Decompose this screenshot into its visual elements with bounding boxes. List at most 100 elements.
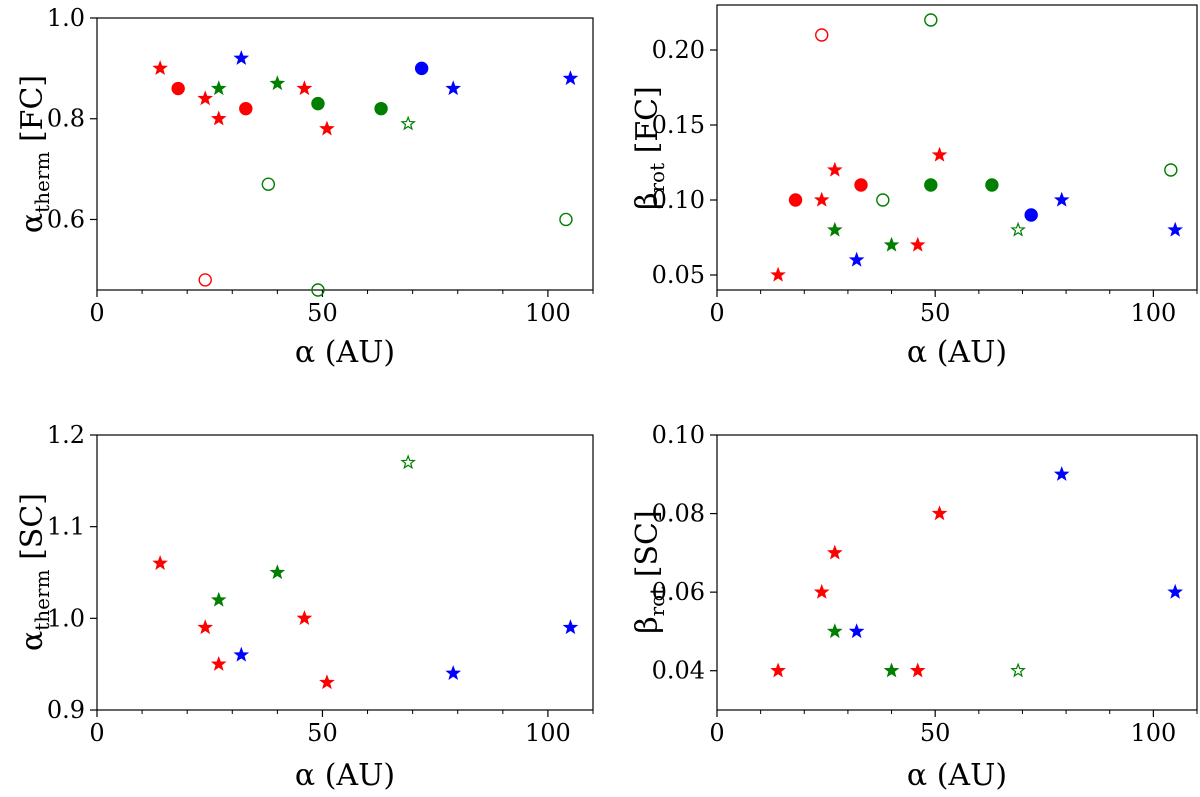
data-point-star-red [931,146,948,162]
x-axis-label: α (AU) [295,335,395,370]
scatter-panel-2: 0 50 100 0.05 0.10 0.15 0.20 α (AU) βrot [FC] [630,4,1198,370]
scatter-panel-1: 0 50 100 0.6 0.8 1.0 α (AU) αtherm [FC] [15,4,594,370]
y-axis-label-subscript: therm [30,569,54,630]
data-point-star-blue [1167,221,1183,237]
data-point-star-blue [1053,466,1070,481]
data-point-star-blue [445,80,462,96]
y-tick-label: 0.05 [652,261,705,289]
data-point-star-red [210,110,227,126]
x-tick-label: 50 [307,719,338,747]
y-axis-label-unit: [SC] [630,510,665,586]
x-tick-label: 50 [920,719,951,747]
data-point-star-blue [233,50,250,65]
y-tick-label: 0.8 [47,105,85,133]
scatter-panel-4: 0 50 100 0.04 0.06 0.08 0.10 α (AU) βrot [SC] [630,421,1198,793]
x-tick-label: 100 [1130,719,1176,747]
data-point-circle-blue [414,61,429,76]
data-point-star-red [827,161,843,177]
data-point-star-blue [1053,191,1070,207]
x-tick-label: 100 [525,719,571,747]
x-tick-label: 0 [89,719,104,747]
y-axis-label-unit: [FC] [630,86,665,163]
data-point-circle-green [1164,163,1178,177]
y-tick-label: 0.9 [47,696,85,724]
y-tick-label: 1.1 [47,513,85,541]
data-point-star-blue [848,251,865,267]
data-point-star-red [296,80,313,96]
y-axis-label-unit: [FC] [15,75,50,152]
data-point-star-green [210,591,227,607]
data-point-star-green [827,221,843,237]
data-point-circle-green [311,283,325,297]
y-axis-label: αtherm [FC] [15,75,54,233]
data-point-star-red [319,674,335,690]
data-point-star-red [813,583,830,599]
data-point-star-green [883,662,900,678]
y-axis-label-subscript: rot [645,163,669,193]
y-tick-label: 1.2 [47,421,85,449]
y-tick-label: 1.0 [47,604,85,632]
y-tick-label: 0.15 [652,111,705,139]
data-point-star-green [883,236,900,252]
data-point-star-red [296,610,313,625]
x-tick-label: 0 [709,719,724,747]
data-point-star-blue [1167,583,1183,599]
y-tick-label: 0.06 [652,578,705,606]
y-axis-label-symbol: α [15,631,50,651]
x-tick-label: 100 [525,299,571,327]
y-axis-label: αtherm [SC] [15,493,54,651]
data-point-star-green [210,80,227,96]
y-tick-label: 0.10 [652,421,705,449]
data-point-star-blue [445,665,462,680]
data-point-circle-blue [1024,208,1038,222]
data-point-star-red [152,60,168,76]
plot-frame [96,434,594,711]
y-axis-label-subscript: rot [645,587,669,617]
data-point-star-red [210,655,227,671]
data-point-circle-green [311,96,325,111]
x-axis-label: α (AU) [907,335,1007,370]
data-point-star-red [909,662,926,678]
y-axis-label: βrot [FC] [630,86,669,210]
data-point-circle-red [815,28,829,42]
data-point-star-red [909,236,926,252]
scatter-panel-3: 0 50 100 0.9 1.0 1.1 1.2 α (AU) αtherm [SC] [15,421,594,793]
x-tick-label: 0 [709,299,724,327]
data-point-circle-red [239,101,253,116]
data-point-star-green [269,564,286,580]
data-point-star-red [931,505,948,521]
y-axis-label: βrot [SC] [630,510,669,633]
data-point-star-red [152,555,168,570]
plot-frame [716,434,1198,711]
y-tick-label: 0.6 [47,205,85,233]
data-point-star-green [269,75,286,91]
y-tick-label: 0.20 [652,36,705,64]
y-axis-label-unit: [SC] [15,493,50,569]
plot-frame [716,4,1198,291]
x-tick-label: 100 [1130,299,1176,327]
data-point-circle-green [876,193,890,207]
y-tick-label: 0.10 [652,186,705,214]
y-axis-label-symbol: β [630,616,665,633]
y-axis-label-symbol: β [630,193,665,210]
data-point-star-red [197,90,214,106]
data-point-circle-green [559,212,573,227]
y-axis-label-subscript: therm [30,152,54,213]
data-point-circle-green [374,101,388,116]
data-point-star-green [1010,662,1026,678]
data-point-star-red [770,266,786,282]
data-point-star-green [400,454,416,470]
y-tick-label: 0.04 [652,657,705,685]
data-point-star-blue [562,70,579,86]
data-point-circle-green [924,13,938,27]
data-point-star-blue [562,619,579,635]
data-point-star-red [827,544,843,560]
data-point-star-red [319,120,335,136]
data-point-circle-red [171,81,185,96]
y-axis-label-symbol: α [15,213,50,233]
plot-frame [96,17,594,291]
data-point-circle-red [854,178,868,192]
data-point-star-red [813,191,830,207]
data-point-star-green [400,115,416,131]
